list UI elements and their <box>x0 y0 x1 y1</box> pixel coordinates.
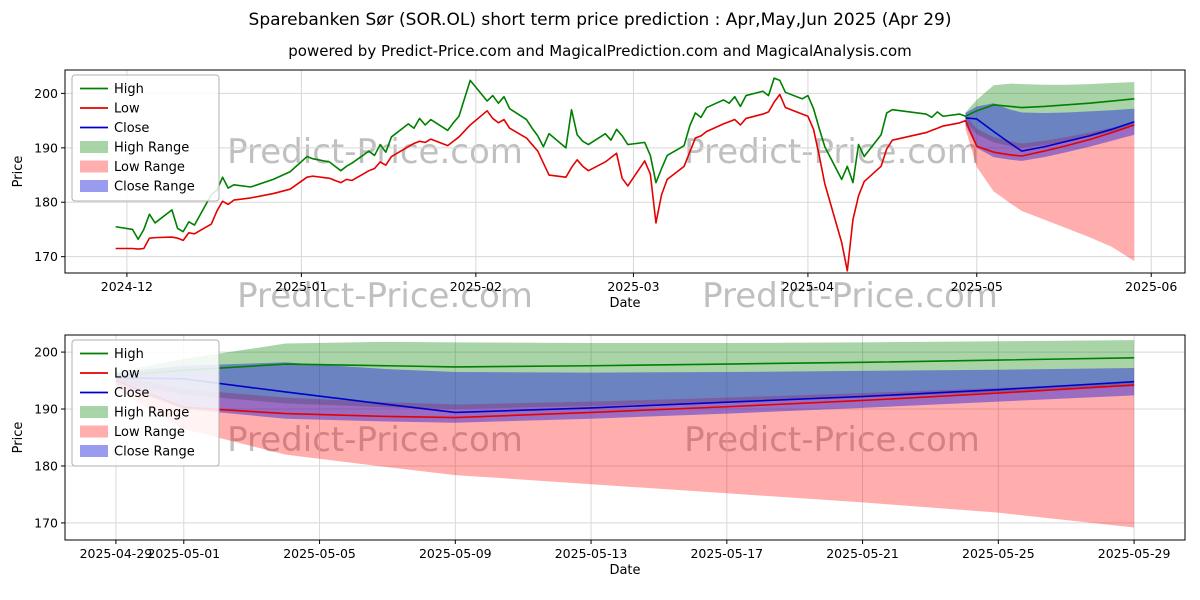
legend-label-close_range: Close Range <box>114 180 195 195</box>
x-tick-label: 2025-03 <box>607 279 659 294</box>
x-tick-label: 2024-12 <box>101 279 153 294</box>
price-history-chart: 170 180 190 200 2024-12 2025-01 2025-02 2025-03… <box>11 69 1186 311</box>
legend-label-low_range: Low Range <box>114 425 185 440</box>
y-tick-label: 190 <box>34 140 58 155</box>
high-range-area <box>965 81 1135 148</box>
y-tick-label: 180 <box>34 195 58 210</box>
low-range-area <box>965 115 1135 262</box>
figure-title: Sparebanken Sør (SOR.OL) short term pric… <box>248 10 952 30</box>
y-tick-label: 190 <box>34 402 58 417</box>
high-line <box>115 77 1135 241</box>
x-tick-label: 2025-05-17 <box>690 546 763 561</box>
close-line <box>115 376 1135 414</box>
legend-box <box>71 339 220 467</box>
low-line <box>115 93 1135 272</box>
figure-subtitle: powered by Predict-Price.com and Magical… <box>288 42 912 60</box>
x-tick-label: 2025-05-09 <box>419 546 492 561</box>
legend-label-low_range: Low Range <box>114 160 185 175</box>
legend-label-low: Low <box>114 367 140 382</box>
x-tick-label: 2025-04 <box>782 279 834 294</box>
legend-label-close: Close <box>114 386 149 401</box>
high-line <box>115 356 1135 377</box>
close-range-area <box>965 103 1135 161</box>
high-range-area <box>115 340 1135 410</box>
plot-border <box>64 334 1186 541</box>
x-tick-label: 2025-05-29 <box>1098 546 1171 561</box>
y-tick-label: 170 <box>34 249 58 264</box>
x-tick-label: 2025-05-21 <box>826 546 899 561</box>
x-tick-label: 2025-05-05 <box>283 546 356 561</box>
legend-swatch-close_range <box>80 180 108 192</box>
legend-label-low: Low <box>114 102 140 117</box>
x-tick-label: 2025-05 <box>951 279 1003 294</box>
legend-swatch-high_range <box>80 406 108 418</box>
plot-border <box>64 69 1186 274</box>
x-tick-label: 2025-05-25 <box>962 546 1035 561</box>
y-tick-label: 180 <box>34 458 58 473</box>
x-tick-label: 2025-05-01 <box>147 546 220 561</box>
low-line <box>115 379 1135 419</box>
legend-label-close: Close <box>114 121 149 136</box>
y-tick-label: 200 <box>34 345 58 360</box>
legend-label-high: High <box>114 82 144 97</box>
legend-label-high: High <box>114 347 144 362</box>
y-tick-label: 200 <box>34 86 58 101</box>
legend-swatch-low_range <box>80 160 108 173</box>
legend-label-high_range: High Range <box>114 141 189 156</box>
x-tick-label: 2025-01 <box>275 279 327 294</box>
close-line <box>965 117 1135 152</box>
low-range-area <box>115 374 1135 528</box>
legend-box <box>71 74 220 202</box>
x-tick-label: 2025-04-29 <box>80 546 153 561</box>
x-axis-label: Date <box>609 563 640 578</box>
x-tick-label: 2025-05-13 <box>555 546 628 561</box>
x-tick-label: 2025-02 <box>450 279 502 294</box>
y-axis-label: Price <box>11 422 26 454</box>
legend-swatch-close_range <box>80 445 108 457</box>
x-tick-label: 2025-06 <box>1125 279 1177 294</box>
legend-swatch-low_range <box>80 425 108 438</box>
legend-label-close_range: Close Range <box>114 445 195 460</box>
x-axis-label: Date <box>609 296 640 311</box>
legend-swatch-high_range <box>80 141 108 153</box>
y-axis-label: Price <box>11 156 26 188</box>
close-range-area <box>115 362 1135 423</box>
y-tick-label: 170 <box>34 515 58 530</box>
legend-label-high_range: High Range <box>114 406 189 421</box>
